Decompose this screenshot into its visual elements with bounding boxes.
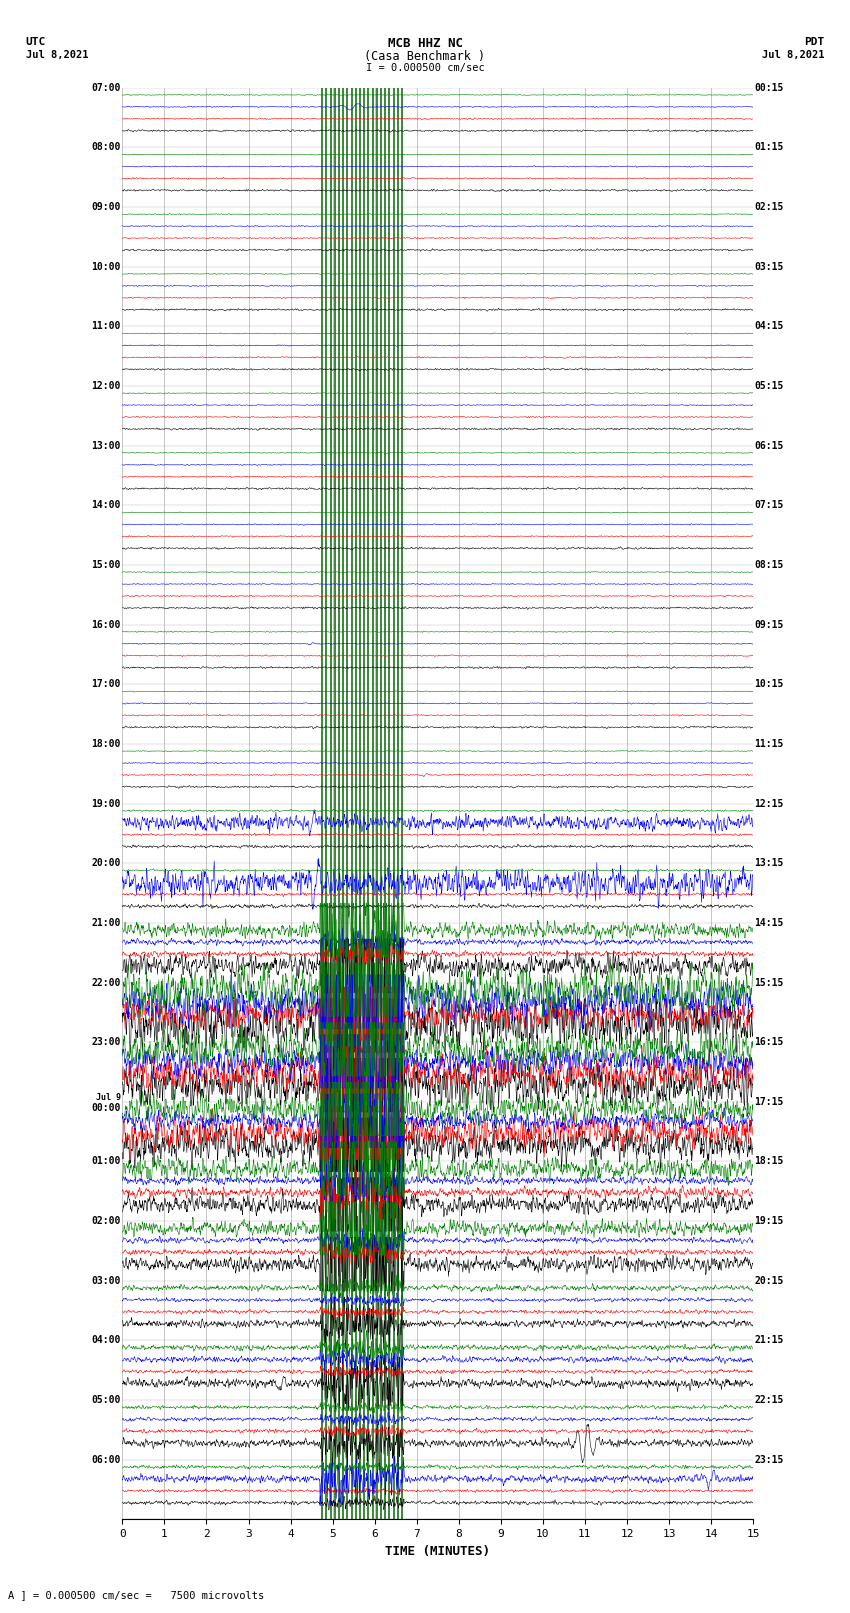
Text: UTC: UTC — [26, 37, 46, 47]
Text: 05:00: 05:00 — [92, 1395, 121, 1405]
Text: 12:15: 12:15 — [755, 798, 784, 808]
Text: 21:00: 21:00 — [92, 918, 121, 927]
Text: 06:15: 06:15 — [755, 440, 784, 450]
Text: 04:00: 04:00 — [92, 1336, 121, 1345]
Text: 05:15: 05:15 — [755, 381, 784, 390]
Text: 00:00: 00:00 — [92, 1103, 121, 1113]
Text: 03:15: 03:15 — [755, 261, 784, 271]
Text: 08:15: 08:15 — [755, 560, 784, 569]
Text: 07:15: 07:15 — [755, 500, 784, 510]
Text: 16:15: 16:15 — [755, 1037, 784, 1047]
Text: (Casa Benchmark ): (Casa Benchmark ) — [365, 50, 485, 63]
Text: 08:00: 08:00 — [92, 142, 121, 152]
Text: 09:00: 09:00 — [92, 202, 121, 211]
Text: 10:00: 10:00 — [92, 261, 121, 271]
Text: 16:00: 16:00 — [92, 619, 121, 629]
Text: 11:00: 11:00 — [92, 321, 121, 331]
Text: 11:15: 11:15 — [755, 739, 784, 748]
X-axis label: TIME (MINUTES): TIME (MINUTES) — [385, 1545, 490, 1558]
Text: I = 0.000500 cm/sec: I = 0.000500 cm/sec — [366, 63, 484, 73]
Text: 14:15: 14:15 — [755, 918, 784, 927]
Text: 19:00: 19:00 — [92, 798, 121, 808]
Text: 03:00: 03:00 — [92, 1276, 121, 1286]
Text: 20:15: 20:15 — [755, 1276, 784, 1286]
Text: 17:15: 17:15 — [755, 1097, 784, 1107]
Text: 17:00: 17:00 — [92, 679, 121, 689]
Text: 06:00: 06:00 — [92, 1455, 121, 1465]
Text: 18:00: 18:00 — [92, 739, 121, 748]
Text: 19:15: 19:15 — [755, 1216, 784, 1226]
Text: 01:15: 01:15 — [755, 142, 784, 152]
Text: PDT: PDT — [804, 37, 824, 47]
Text: MCB HHZ NC: MCB HHZ NC — [388, 37, 462, 50]
Text: 22:15: 22:15 — [755, 1395, 784, 1405]
Text: 07:00: 07:00 — [92, 82, 121, 92]
Text: 04:15: 04:15 — [755, 321, 784, 331]
Text: 02:15: 02:15 — [755, 202, 784, 211]
Text: 23:15: 23:15 — [755, 1455, 784, 1465]
Text: 00:15: 00:15 — [755, 82, 784, 92]
Text: 13:15: 13:15 — [755, 858, 784, 868]
Text: Jul 9: Jul 9 — [96, 1094, 121, 1102]
Text: 01:00: 01:00 — [92, 1157, 121, 1166]
Text: 18:15: 18:15 — [755, 1157, 784, 1166]
Text: 15:15: 15:15 — [755, 977, 784, 987]
Text: 13:00: 13:00 — [92, 440, 121, 450]
Text: 23:00: 23:00 — [92, 1037, 121, 1047]
Text: 22:00: 22:00 — [92, 977, 121, 987]
Text: Jul 8,2021: Jul 8,2021 — [762, 50, 824, 60]
Text: 20:00: 20:00 — [92, 858, 121, 868]
Text: 09:15: 09:15 — [755, 619, 784, 629]
Text: 02:00: 02:00 — [92, 1216, 121, 1226]
Text: 12:00: 12:00 — [92, 381, 121, 390]
Text: 15:00: 15:00 — [92, 560, 121, 569]
Text: 14:00: 14:00 — [92, 500, 121, 510]
Text: 21:15: 21:15 — [755, 1336, 784, 1345]
Text: 10:15: 10:15 — [755, 679, 784, 689]
Text: Jul 8,2021: Jul 8,2021 — [26, 50, 88, 60]
Text: A ] = 0.000500 cm/sec =   7500 microvolts: A ] = 0.000500 cm/sec = 7500 microvolts — [8, 1590, 264, 1600]
